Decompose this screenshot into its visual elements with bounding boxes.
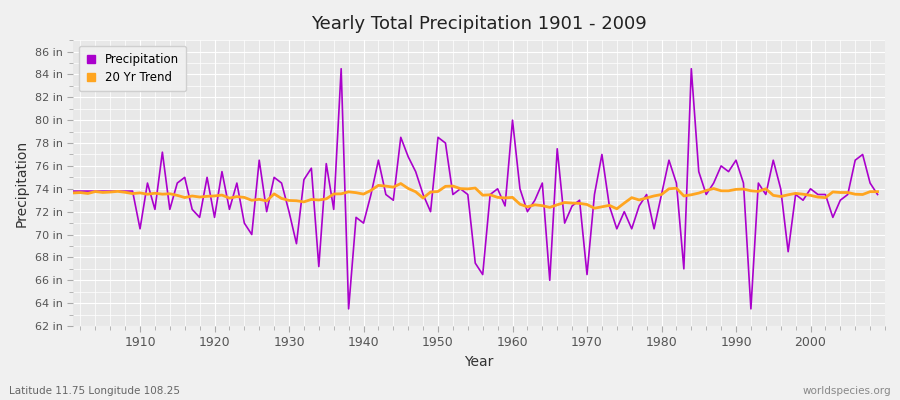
Text: Latitude 11.75 Longitude 108.25: Latitude 11.75 Longitude 108.25 — [9, 386, 180, 396]
X-axis label: Year: Year — [464, 355, 494, 369]
Title: Yearly Total Precipitation 1901 - 2009: Yearly Total Precipitation 1901 - 2009 — [311, 15, 647, 33]
Text: worldspecies.org: worldspecies.org — [803, 386, 891, 396]
Y-axis label: Precipitation: Precipitation — [15, 140, 29, 227]
Legend: Precipitation, 20 Yr Trend: Precipitation, 20 Yr Trend — [79, 46, 186, 91]
